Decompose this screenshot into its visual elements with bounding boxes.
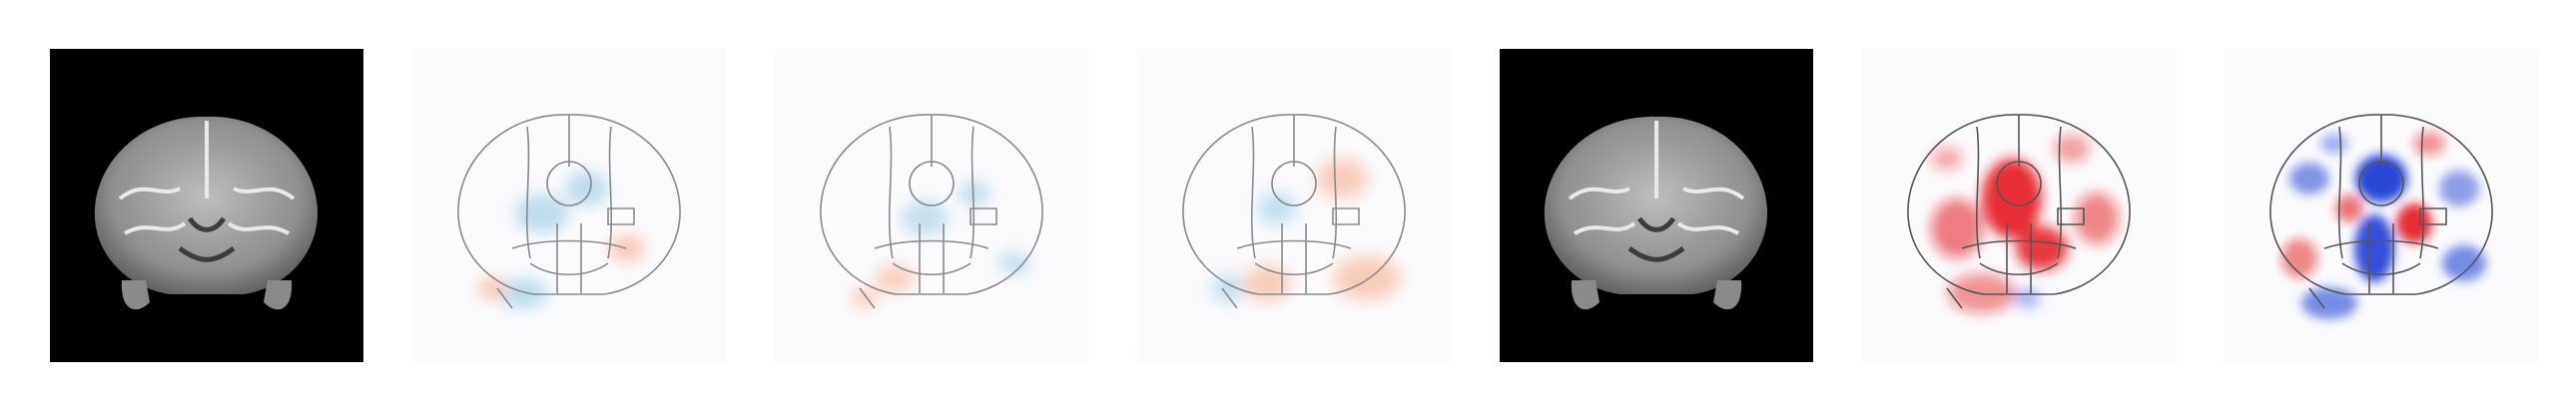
mri-anatomy-panel-1: [50, 49, 363, 362]
activation-map-svg: [1137, 49, 1451, 362]
activation-map-panel-5: [2225, 49, 2538, 362]
activation-map-panel-3: [1137, 49, 1451, 362]
activation-map-svg: [2225, 49, 2538, 362]
mri-coronal-slice-image: [1500, 49, 1813, 362]
activation-map-panel-1: [412, 49, 726, 362]
mri-coronal-slice-image: [50, 49, 363, 362]
activation-map-svg: [412, 49, 726, 362]
activation-map-panel-4: [1862, 49, 2176, 362]
activation-map-svg: [775, 49, 1088, 362]
mri-anatomy-panel-2: [1500, 49, 1813, 362]
activation-map-panel-2: [775, 49, 1088, 362]
activation-map-svg: [1862, 49, 2176, 362]
